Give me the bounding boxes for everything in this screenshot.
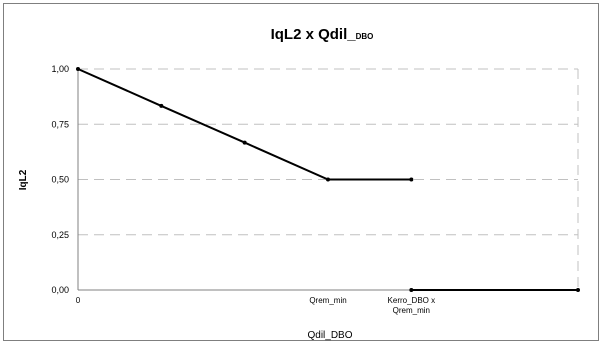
y-tick-label-1: 0,25 bbox=[51, 230, 69, 240]
data-point-0-1 bbox=[159, 103, 164, 108]
chart-frame bbox=[3, 3, 599, 341]
x-tick-label-1: Qrem_min bbox=[309, 296, 346, 305]
x-tick-label-2-line-1: Qrem_min bbox=[393, 306, 430, 315]
data-point-0-0 bbox=[76, 67, 80, 71]
x-axis-label: Qdil_DBO bbox=[307, 330, 352, 341]
x-tick-label-2-line-0: Kerro_DBO x bbox=[388, 296, 436, 305]
x-tick-label-0: 0 bbox=[76, 296, 81, 305]
x-tick-label-0-line-0: 0 bbox=[76, 296, 81, 305]
data-point-0-3 bbox=[326, 177, 330, 182]
y-tick-label-2: 0,50 bbox=[51, 175, 69, 185]
y-tick-label-3: 0,75 bbox=[51, 119, 69, 129]
y-axis-label: IqL2 bbox=[18, 169, 29, 190]
chart-title: IqL2 x Qdil_DBO bbox=[271, 26, 374, 43]
x-tick-labels: 0 Qrem_min Kerro_DBO x Qrem_min bbox=[76, 296, 435, 315]
y-tick-labels: 0,00 0,25 0,50 0,75 1,00 bbox=[51, 64, 69, 295]
chart-title-sub: DBO bbox=[356, 32, 374, 41]
data-point-0-4 bbox=[409, 177, 414, 182]
data-point-0-2 bbox=[242, 140, 247, 145]
chart-title-main: IqL2 x Qdil_ bbox=[271, 26, 357, 43]
x-tick-label-2: Kerro_DBO x Qrem_min bbox=[388, 296, 436, 315]
y-tick-label-4: 1,00 bbox=[51, 64, 69, 74]
data-point-1-0 bbox=[409, 288, 414, 292]
x-tick-label-1-line-0: Qrem_min bbox=[309, 296, 346, 305]
series-lines bbox=[76, 67, 580, 292]
data-point-1-1 bbox=[576, 288, 580, 292]
y-tick-label-0: 0,00 bbox=[51, 285, 69, 295]
